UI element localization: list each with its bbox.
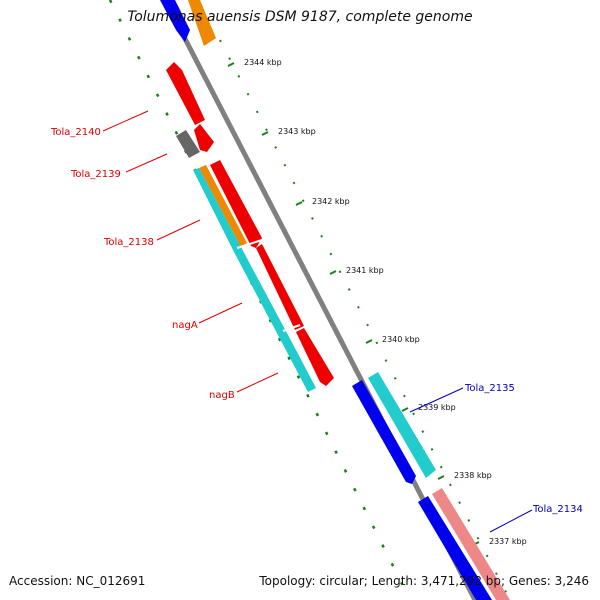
map-title: Tolumonas auensis DSM 9187, complete gen… (127, 9, 473, 25)
connector-tola-2134 (489, 509, 533, 533)
kbp-tick-mark (365, 339, 373, 344)
right-label-connectors (409, 387, 533, 533)
gene-label-naga[interactable]: nagA (172, 320, 198, 331)
kbp-tick-mark (261, 131, 269, 136)
gene-label-nagb[interactable]: nagB (209, 390, 235, 401)
gene-gray[interactable] (176, 130, 200, 158)
gene-top-blue[interactable] (160, 0, 190, 42)
kbp-tick-label: 2341 kbp (346, 266, 384, 275)
connector-nag-a (198, 302, 243, 324)
gene-label-tola-2139[interactable]: Tola_2139 (70, 169, 121, 180)
kbp-tick-label: 2337 kbp (489, 537, 527, 546)
kbp-tick-label: 2344 kbp (244, 58, 282, 67)
gene-red-upper[interactable] (210, 160, 262, 248)
kbp-tick-mark (295, 201, 303, 206)
gene-pink-2134[interactable] (432, 488, 510, 600)
gene-tola-2140[interactable] (166, 62, 205, 125)
gene-divider-1 (282, 324, 301, 332)
kbp-tick-mark (329, 270, 337, 275)
kbp-tick-label: 2342 kbp (312, 197, 350, 206)
gene-cyan-long[interactable] (193, 168, 316, 392)
gene-nag-a[interactable] (256, 244, 304, 330)
connector-tola-2135 (409, 387, 464, 413)
gene-cyan-2135[interactable] (368, 372, 436, 478)
upper-gene-cluster (160, 0, 334, 392)
gene-blue-2135[interactable] (352, 380, 416, 484)
gene-nag-b[interactable] (296, 328, 334, 386)
kbp-tick-label: 2338 kbp (454, 471, 492, 480)
kbp-tick-label: 2340 kbp (382, 335, 420, 344)
gene-red-small[interactable] (194, 124, 214, 152)
connector-tola-2140 (102, 110, 149, 132)
gc-track-outer (219, 39, 511, 600)
gene-label-tola-2135[interactable]: Tola_2135 (464, 383, 515, 394)
kbp-tick-mark (437, 475, 445, 480)
kbp-tick-label: 2339 kbp (418, 403, 456, 412)
gene-orange-stripe[interactable] (199, 165, 247, 247)
ticks-layer: 2344 kbp 2343 kbp 2342 kbp 2341 kbp 2340 kbp… (227, 58, 527, 546)
summary-text: Topology: circular; Length: 3,471,292 bp… (259, 574, 589, 588)
lower-gene-cluster (352, 372, 510, 600)
gene-label-tola-2140[interactable]: Tola_2140 (50, 127, 101, 138)
accession-text: Accession: NC_012691 (9, 574, 146, 588)
gene-label-tola-2138[interactable]: Tola_2138 (103, 237, 154, 248)
labels-layer: Tola_2140 Tola_2139 Tola_2138 nagA nagB Tola_… (50, 127, 583, 515)
gene-divider-2 (236, 239, 263, 249)
connector-tola-2138 (156, 219, 201, 241)
kbp-tick-mark (227, 62, 235, 67)
connector-tola-2139 (125, 153, 168, 173)
kbp-tick-label: 2343 kbp (278, 127, 316, 136)
gene-top-orange[interactable] (188, 0, 216, 46)
gene-label-tola-2134[interactable]: Tola_2134 (532, 504, 583, 515)
kbp-tick-mark (401, 407, 409, 412)
left-label-connectors (102, 110, 279, 393)
gene-blue-2134[interactable] (418, 496, 492, 600)
connector-nag-b (236, 372, 279, 393)
